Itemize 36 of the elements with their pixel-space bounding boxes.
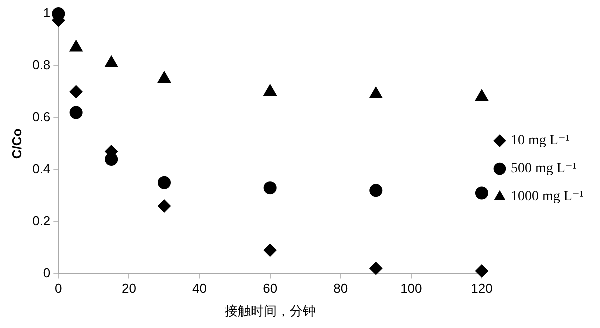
- y-tick-label: 0: [43, 265, 51, 280]
- point: [475, 264, 488, 278]
- point: [264, 182, 277, 195]
- x-tick-label: 100: [400, 281, 422, 296]
- x-axis-title: 接触时间，分钟: [224, 304, 316, 320]
- x-tick-label: 40: [192, 281, 208, 296]
- point: [70, 40, 83, 52]
- legend-label: 500 mg L⁻¹: [510, 162, 578, 177]
- y-tick-label: 0.6: [32, 110, 51, 124]
- point: [158, 176, 171, 190]
- point: [370, 184, 383, 198]
- y-tick-label: 1: [43, 6, 51, 21]
- point: [264, 244, 277, 257]
- x-tick-label: 80: [334, 281, 348, 296]
- y-axis-title: C/Co: [9, 128, 24, 160]
- x-tick-label: 0: [55, 281, 62, 296]
- point: [264, 84, 277, 96]
- point: [158, 71, 172, 83]
- point: [52, 8, 66, 20]
- point: [70, 106, 83, 120]
- point: [370, 262, 383, 276]
- legend-label: 10 mg L⁻¹: [510, 134, 570, 149]
- point: [70, 85, 83, 98]
- x-tick-label: 120: [471, 281, 493, 296]
- point: [370, 87, 383, 99]
- point: [158, 200, 171, 213]
- x-tick-label: 20: [122, 281, 136, 296]
- y-tick-label: 0.2: [32, 213, 51, 228]
- point: [105, 56, 118, 68]
- x-tick-label: 60: [263, 281, 278, 296]
- point: [475, 90, 489, 102]
- point: [475, 186, 488, 200]
- legend-label: 1000 mg L⁻¹: [510, 190, 584, 205]
- y-tick-label: 0.4: [32, 161, 51, 176]
- y-tick-label: 0.8: [32, 58, 51, 73]
- point: [105, 152, 118, 166]
